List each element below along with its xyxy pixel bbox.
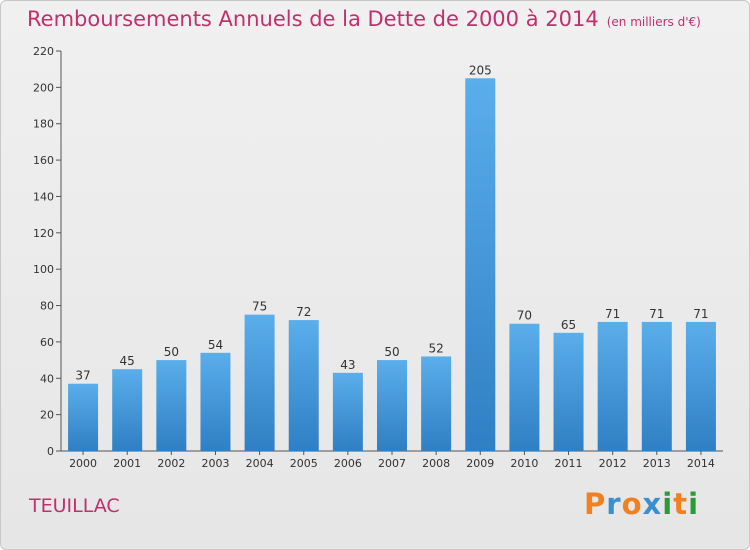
y-tick-label: 120 <box>33 227 54 240</box>
chart-title-text: Remboursements Annuels de la Dette de 20… <box>27 7 599 31</box>
value-label-2013: 71 <box>649 307 664 321</box>
value-label-2009: 205 <box>469 63 492 77</box>
bar-2004 <box>244 314 275 451</box>
y-tick-label: 0 <box>47 445 54 458</box>
x-tick-label: 2010 <box>510 457 538 470</box>
commune-name: TEUILLAC <box>29 495 120 517</box>
bar-2010 <box>509 323 540 451</box>
x-tick-label: 2002 <box>157 457 185 470</box>
bar-2000 <box>68 383 99 451</box>
proxiti-logo: Proxiti <box>584 487 699 521</box>
x-tick-label: 2013 <box>643 457 671 470</box>
value-label-2010: 70 <box>517 309 532 323</box>
value-label-2014: 71 <box>693 307 708 321</box>
x-tick-label: 2007 <box>378 457 406 470</box>
bar-2012 <box>597 321 628 451</box>
x-tick-label: 2014 <box>687 457 715 470</box>
bar-2003 <box>200 352 231 451</box>
value-label-2000: 37 <box>75 369 90 383</box>
chart-title: Remboursements Annuels de la Dette de 20… <box>27 7 701 31</box>
bar-2002 <box>156 360 187 451</box>
y-tick-label: 20 <box>40 409 54 422</box>
value-label-2005: 72 <box>296 305 311 319</box>
chart-unit: (en milliers d'€) <box>606 15 701 29</box>
logo-letter: i <box>688 487 700 521</box>
y-tick-label: 200 <box>33 81 54 94</box>
value-label-2006: 43 <box>340 358 355 372</box>
y-tick-label: 220 <box>33 45 54 58</box>
bar-2014 <box>685 321 716 451</box>
logo-letter: r <box>606 487 622 521</box>
x-tick-label: 2011 <box>555 457 583 470</box>
bar-2008 <box>421 356 452 451</box>
value-label-2008: 52 <box>428 341 443 355</box>
value-label-2011: 65 <box>561 318 576 332</box>
bar-2013 <box>641 321 672 451</box>
x-tick-label: 2004 <box>246 457 274 470</box>
x-tick-label: 2005 <box>290 457 318 470</box>
chart-bars <box>68 78 716 451</box>
logo-letter: o <box>621 487 643 521</box>
bar-2006 <box>332 372 363 451</box>
chart-labels: 2000 37 2001 45 2002 50 2003 54 2004 75 2005 72 2006… <box>69 63 715 470</box>
value-label-2003: 54 <box>208 338 223 352</box>
y-tick-label: 60 <box>40 336 54 349</box>
bar-2007 <box>377 360 407 451</box>
y-tick-label: 100 <box>33 263 54 276</box>
x-tick-label: 2009 <box>466 457 494 470</box>
bar-2005 <box>288 320 319 451</box>
bar-2009 <box>465 78 496 451</box>
logo-letter: P <box>584 487 607 521</box>
bar-2001 <box>112 369 143 451</box>
x-tick-label: 2008 <box>422 457 450 470</box>
x-tick-label: 2000 <box>69 457 97 470</box>
x-tick-label: 2012 <box>599 457 627 470</box>
y-tick-label: 140 <box>33 190 54 203</box>
value-label-2007: 50 <box>384 345 399 359</box>
logo-letter: i <box>662 487 674 521</box>
logo-letter: x <box>642 487 663 521</box>
value-label-2012: 71 <box>605 307 620 321</box>
bar-2011 <box>553 332 584 451</box>
y-tick-label: 80 <box>40 300 54 313</box>
y-tick-label: 40 <box>40 372 54 385</box>
value-label-2004: 75 <box>252 300 267 314</box>
y-tick-label: 160 <box>33 154 54 167</box>
value-label-2002: 50 <box>164 345 179 359</box>
y-tick-label: 180 <box>33 118 54 131</box>
value-label-2001: 45 <box>120 354 135 368</box>
x-tick-label: 2001 <box>113 457 141 470</box>
x-tick-label: 2003 <box>201 457 229 470</box>
x-tick-label: 2006 <box>334 457 362 470</box>
logo-letter: t <box>673 487 689 521</box>
